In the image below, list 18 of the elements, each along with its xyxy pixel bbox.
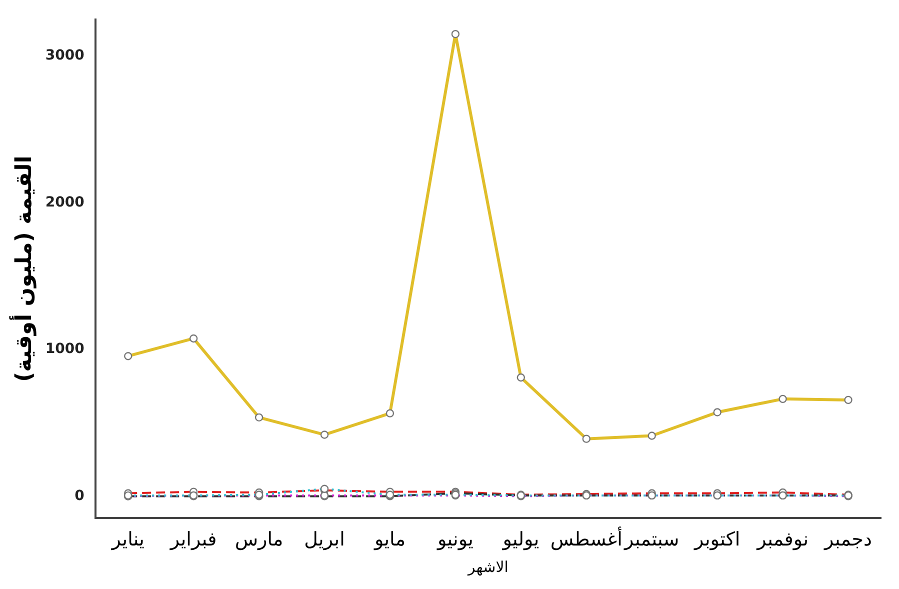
- x-tick-label: مايو: [373, 528, 406, 551]
- y-tick-label: 2000: [45, 194, 85, 210]
- y-tick-label: 0: [74, 488, 85, 504]
- y-tick-label: 3000: [45, 48, 85, 64]
- x-tick-label: يونيو: [436, 528, 474, 551]
- y-axis-title: القيمة (مليون أوقية): [8, 156, 37, 382]
- x-tick-label: دجمبر: [824, 528, 872, 551]
- x-tick-label: يوليو: [502, 528, 540, 551]
- x-tick-label: سبتمبر: [624, 528, 680, 551]
- x-tick-label: ابريل: [304, 528, 345, 551]
- x-axis-title: الاشهر: [466, 558, 508, 576]
- x-tick-label: أغسطس: [550, 526, 622, 551]
- x-tick-label: يناير: [110, 528, 144, 551]
- x-tick-label: مارس: [234, 528, 284, 551]
- x-tick-label: نوفمبر: [756, 528, 808, 551]
- x-tick-label: فبراير: [169, 528, 217, 551]
- x-tick-label: اكتوبر: [694, 528, 740, 551]
- y-tick-label: 1000: [45, 341, 85, 358]
